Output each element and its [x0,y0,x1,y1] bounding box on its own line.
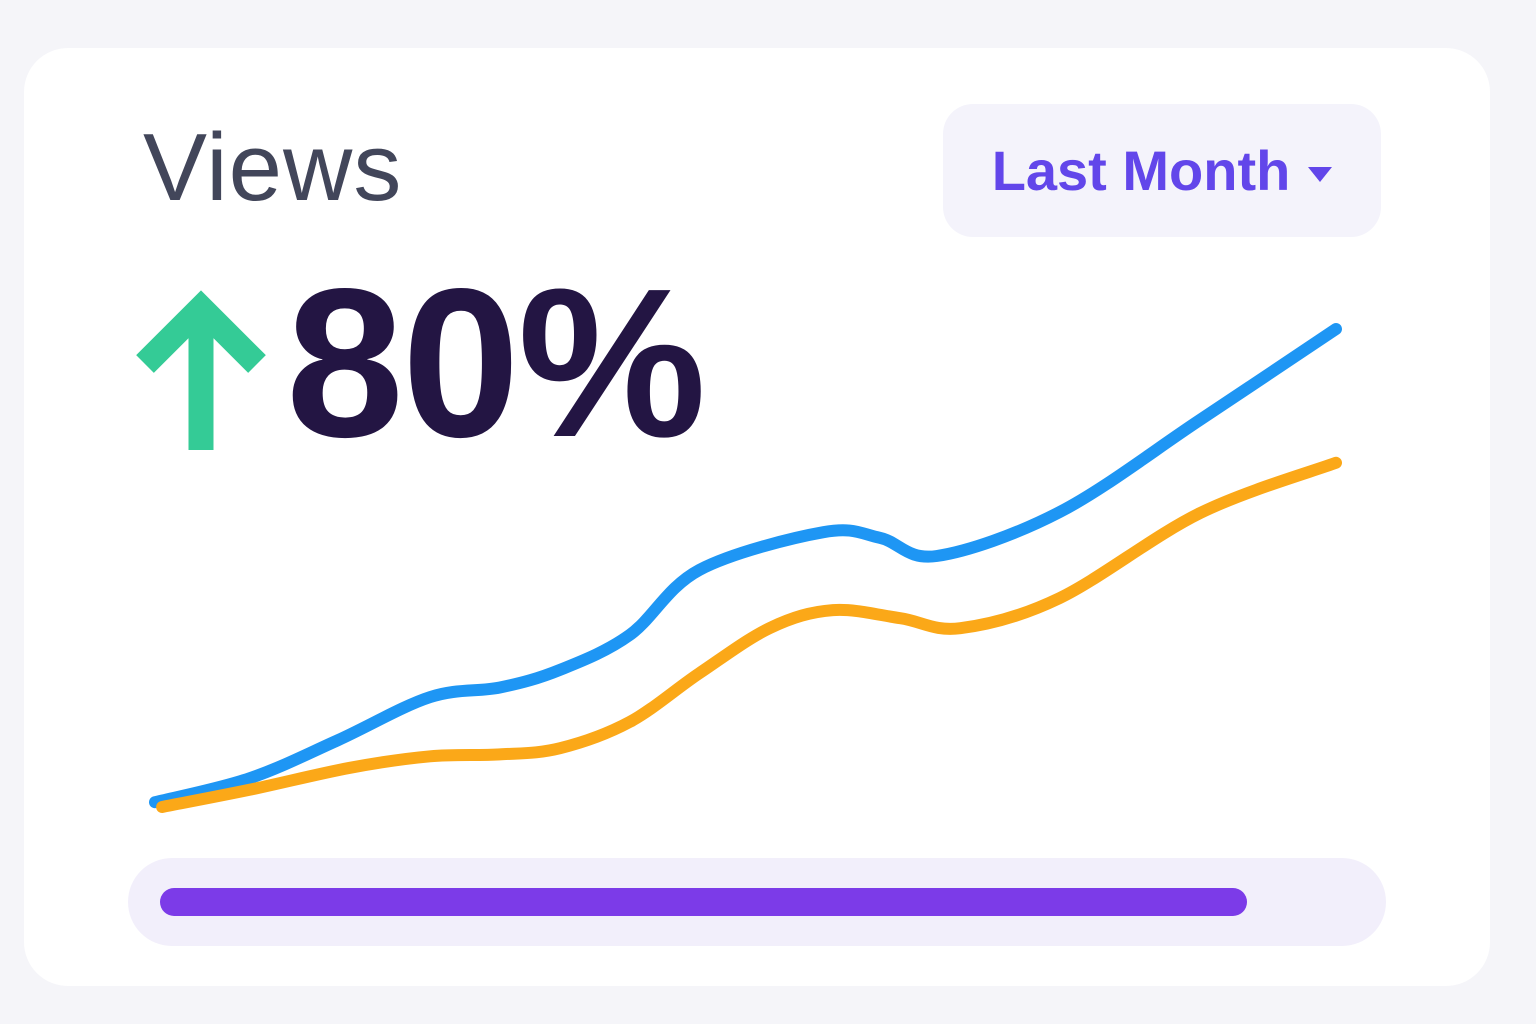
period-dropdown[interactable]: Last Month [943,104,1381,237]
chevron-down-icon [1308,167,1333,182]
trend-up-arrow-icon [136,290,266,450]
chart-series-blue-line [149,323,1342,809]
progress-track[interactable] [128,858,1386,946]
chart-series-orange-line [156,456,1342,813]
progress-fill [160,888,1247,916]
views-analytics-card: Views Last Month 80% [24,48,1490,986]
page-title: Views [143,114,403,221]
period-dropdown-label: Last Month [991,139,1291,202]
line-chart [149,323,1342,813]
stat-value: 80% [286,244,706,481]
